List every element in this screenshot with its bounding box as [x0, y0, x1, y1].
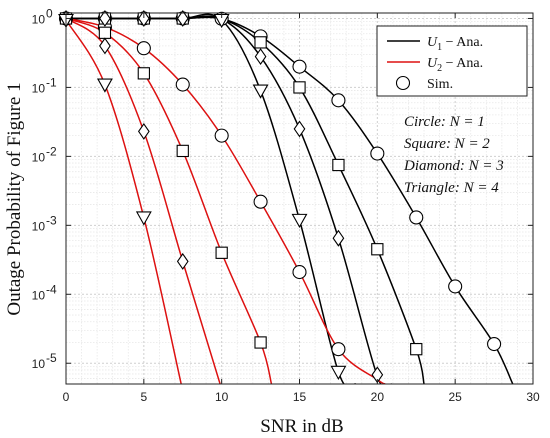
sim-marker-triangle — [291, 213, 308, 228]
legend-entry-label: U2 − Ana. — [427, 56, 483, 74]
curve-u1-n4 — [66, 13, 356, 384]
sim-marker-diamond — [176, 252, 189, 270]
sim-marker-square — [215, 246, 228, 259]
sim-marker-diamond — [332, 229, 345, 247]
annotation-text: Triangle: N = 4 — [404, 180, 499, 196]
sim-marker-triangle — [252, 84, 269, 99]
sim-marker-triangle — [330, 365, 347, 380]
y-tick-label: 10 — [32, 12, 46, 26]
sim-marker-circle — [409, 210, 424, 225]
sim-marker-diamond — [137, 122, 150, 140]
legend-entry-label: U1 − Ana. — [427, 35, 483, 53]
y-tick-exponent: -2 — [46, 144, 57, 158]
sim-marker-diamond — [99, 37, 111, 55]
y-tick-exponent: 0 — [46, 6, 53, 20]
sim-marker-circle — [292, 265, 307, 280]
sim-marker-diamond — [293, 120, 306, 138]
sim-marker-square — [293, 81, 306, 94]
sim-marker-triangle — [96, 78, 113, 93]
legend: U1 − Ana. U2 − Ana. Sim. — [376, 25, 528, 97]
sim-marker-circle — [370, 146, 385, 161]
y-tick-exponent: -3 — [46, 213, 57, 227]
y-tick-label: 10 — [32, 357, 46, 371]
curve-u2-n1 — [66, 17, 386, 384]
sim-marker-square — [254, 336, 267, 349]
sim-marker-circle — [331, 342, 346, 357]
x-tick-label: 0 — [63, 390, 70, 404]
x-tick-label: 10 — [215, 390, 229, 404]
sim-marker-circle — [331, 93, 346, 108]
annotation-text: Diamond: N = 3 — [403, 158, 504, 174]
legend-entry-label: Sim. — [427, 77, 453, 92]
sim-marker-circle — [448, 279, 463, 294]
sim-marker-circle — [292, 59, 307, 74]
simulation-markers — [58, 9, 502, 384]
y-tick-exponent: -4 — [46, 282, 57, 296]
y-tick-exponent: -5 — [46, 351, 57, 365]
y-axis-label: Outage Probability of Figure 1 — [4, 82, 25, 315]
sim-marker-square — [371, 243, 384, 256]
y-tick-exponent: -1 — [46, 75, 57, 89]
sim-marker-square — [176, 144, 189, 158]
sim-marker-diamond — [176, 9, 189, 27]
sim-marker-triangle — [135, 211, 152, 226]
x-tick-label: 30 — [526, 390, 540, 404]
sim-marker-diamond — [254, 48, 267, 66]
sim-marker-circle — [214, 128, 229, 143]
sim-marker-diamond — [99, 9, 111, 27]
y-tick-label: 10 — [32, 81, 46, 95]
x-tick-label: 20 — [371, 390, 385, 404]
y-tick-label: 10 — [32, 219, 46, 233]
sim-marker-circle — [487, 336, 502, 352]
sim-marker-square — [98, 26, 112, 39]
annotation-text: Square: N = 2 — [404, 136, 490, 152]
sim-marker-circle — [253, 194, 268, 209]
sim-marker-square — [137, 67, 150, 80]
sim-marker-diamond — [137, 9, 150, 27]
x-tick-label: 25 — [448, 390, 462, 404]
y-tick-label: 10 — [32, 150, 46, 164]
x-axis-label: SNR in dB — [260, 416, 343, 437]
marker-annotations: Circle: N = 1 Square: N = 2 Diamond: N = 3… — [403, 114, 504, 196]
y-tick-label: 10 — [32, 288, 46, 302]
annotation-text: Circle: N = 1 — [404, 114, 485, 130]
sim-marker-circle — [175, 77, 190, 92]
curve-u2-n3 — [66, 17, 221, 384]
legend-swatch-circle — [395, 75, 411, 91]
sim-marker-square — [332, 158, 345, 172]
curve-u2-n4 — [66, 19, 182, 384]
sim-marker-circle — [136, 41, 151, 56]
sim-marker-square — [410, 343, 423, 356]
x-tick-label: 15 — [293, 390, 307, 404]
x-tick-label: 5 — [140, 390, 147, 404]
sim-marker-square — [254, 36, 267, 49]
